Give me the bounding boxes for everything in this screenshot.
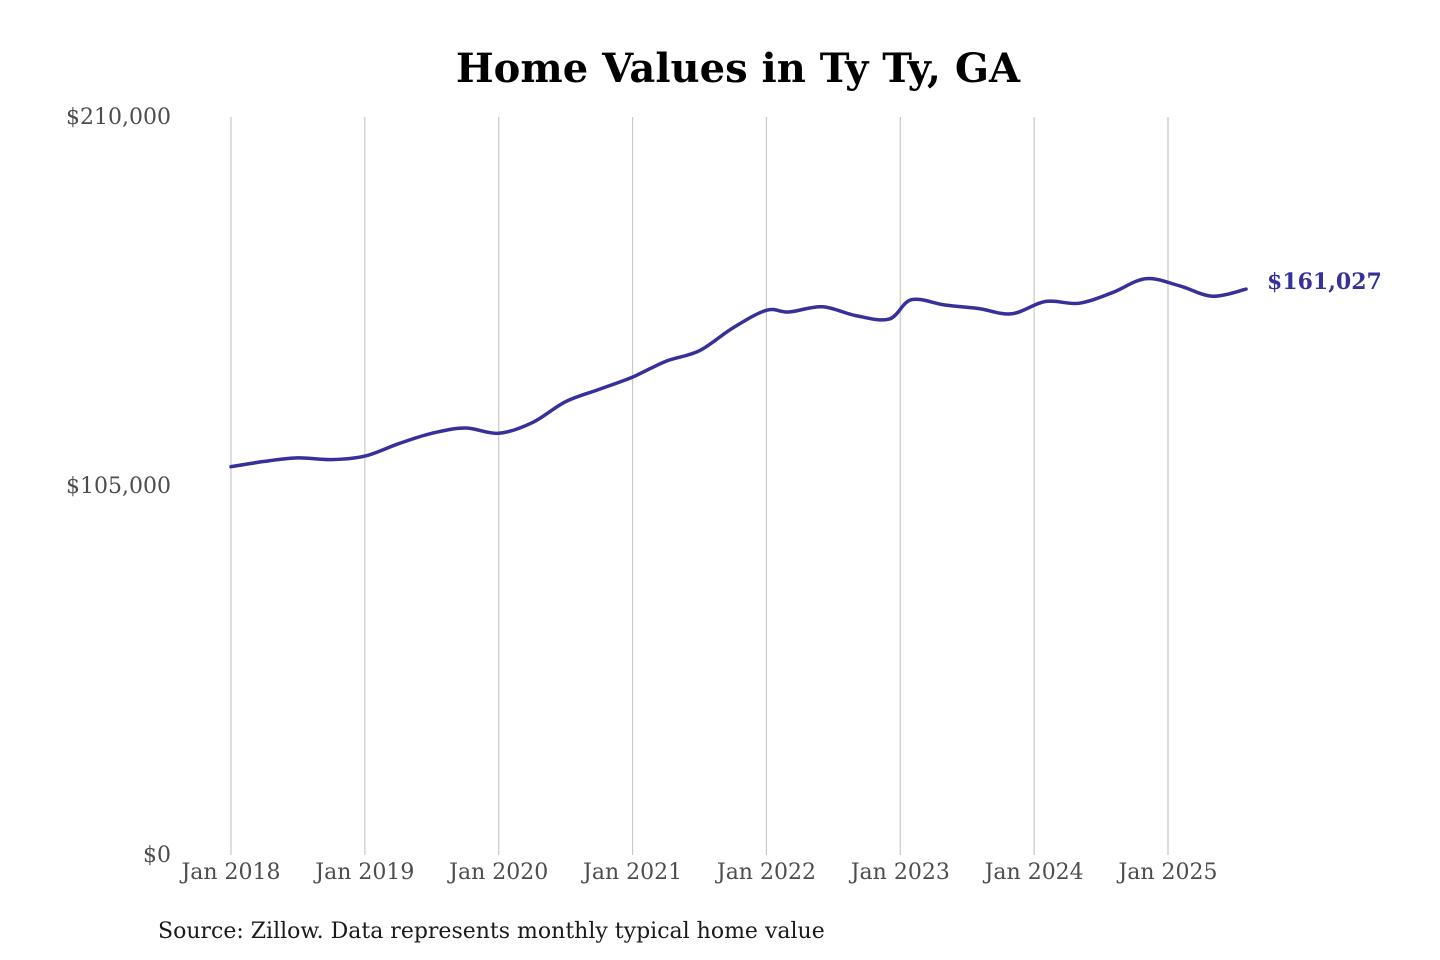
x-tick-label: Jan 2019 [313, 860, 414, 885]
x-tick-label: Jan 2024 [983, 860, 1084, 885]
y-tick-label: $105,000 [66, 474, 171, 499]
chart-title: Home Values in Ty Ty, GA [456, 45, 1021, 92]
series-line-group [229, 276, 1248, 469]
x-axis-tick-labels: Jan 2018 Jan 2019 Jan 2020 Jan 2021 Jan 2022… [179, 860, 1217, 885]
x-tick-label: Jan 2020 [447, 860, 548, 885]
source-note: Source: Zillow. Data represents monthly … [158, 919, 825, 944]
x-tick-label: Jan 2022 [715, 860, 816, 885]
y-tick-label: $210,000 [66, 105, 171, 130]
x-tick-label: Jan 2018 [179, 860, 280, 885]
y-tick-label: $0 [143, 843, 171, 868]
y-axis-tick-labels: $0 $105,000 $210,000 [66, 105, 171, 868]
x-tick-label: Jan 2023 [849, 860, 950, 885]
home-value-series-line [229, 276, 1248, 469]
x-tick-label: Jan 2021 [581, 860, 682, 885]
vertical-grid-lines [230, 117, 1169, 855]
x-tick-label: Jan 2025 [1116, 860, 1217, 885]
end-value-label: $161,027 [1267, 269, 1382, 295]
